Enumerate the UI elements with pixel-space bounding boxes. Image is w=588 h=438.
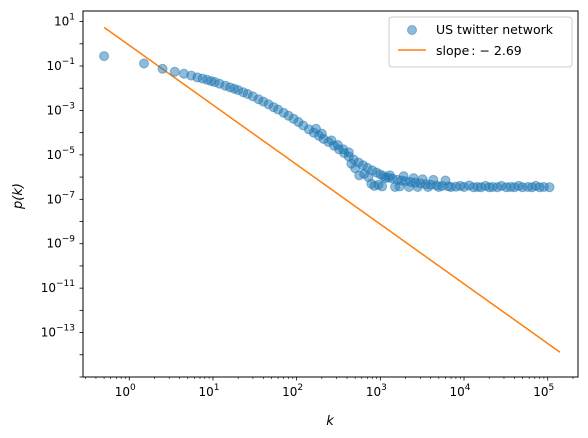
y-tick-label: 10−11 (41, 279, 75, 295)
data-point (422, 181, 433, 192)
data-point (530, 180, 541, 191)
plot-frame (82, 10, 579, 378)
x-tick-label: 102 (282, 383, 303, 399)
legend-label-line: slope: − 2.69 (436, 43, 522, 58)
data-point (417, 174, 428, 185)
data-point (464, 180, 475, 191)
data-point (404, 181, 414, 192)
data-point (487, 181, 498, 192)
data-point (538, 181, 549, 192)
legend: US twitter network slope: − 2.69 (388, 16, 573, 68)
data-point (316, 128, 327, 139)
data-point (99, 51, 110, 62)
data-point (157, 63, 168, 74)
data-point (513, 180, 524, 191)
data-point (377, 181, 388, 192)
data-point (505, 181, 516, 192)
legend-label-scatter: US twitter network (436, 22, 554, 37)
data-point (412, 181, 423, 192)
data-point (428, 174, 439, 185)
x-tick-label: 104 (450, 383, 471, 399)
scatter-layer (99, 51, 555, 193)
data-point (384, 170, 395, 181)
x-tick-label: 105 (533, 383, 554, 399)
data-point (139, 58, 150, 69)
y-tick-label: 10−9 (46, 235, 75, 251)
data-point (398, 171, 409, 182)
data-point (394, 181, 405, 192)
data-point (440, 175, 451, 186)
data-point (343, 147, 354, 158)
legend-line-value: : − 2.69 (471, 43, 522, 58)
x-tick-label: 100 (115, 383, 136, 399)
y-axis: 101 10−1 10−3 10−5 10−7 10−9 10−11 10−13 (41, 13, 83, 378)
data-point (433, 181, 444, 192)
legend-line-prefix: slope (436, 43, 470, 58)
fit-line (103, 26, 561, 353)
data-point (496, 180, 507, 191)
x-tick-label: 101 (198, 383, 219, 399)
y-tick-label: 10−7 (46, 190, 75, 206)
x-axis-label: k (326, 414, 334, 429)
y-tick-label: 101 (54, 13, 75, 29)
data-point (446, 181, 457, 192)
x-axis: 100 101 102 103 104 105 (85, 377, 574, 399)
y-tick-label: 10−3 (46, 101, 75, 117)
fit-line-layer (103, 26, 561, 353)
data-point (455, 180, 466, 191)
legend-box (388, 16, 573, 68)
legend-scatter-marker (407, 25, 417, 35)
y-axis-label: p(k) (11, 183, 26, 210)
y-tick-label: 10−1 (46, 57, 75, 73)
data-point (169, 66, 180, 77)
x-tick-label: 103 (366, 383, 387, 399)
y-tick-label: 10−13 (41, 324, 75, 340)
data-point (408, 173, 419, 184)
y-tick-label: 10−5 (46, 146, 75, 162)
